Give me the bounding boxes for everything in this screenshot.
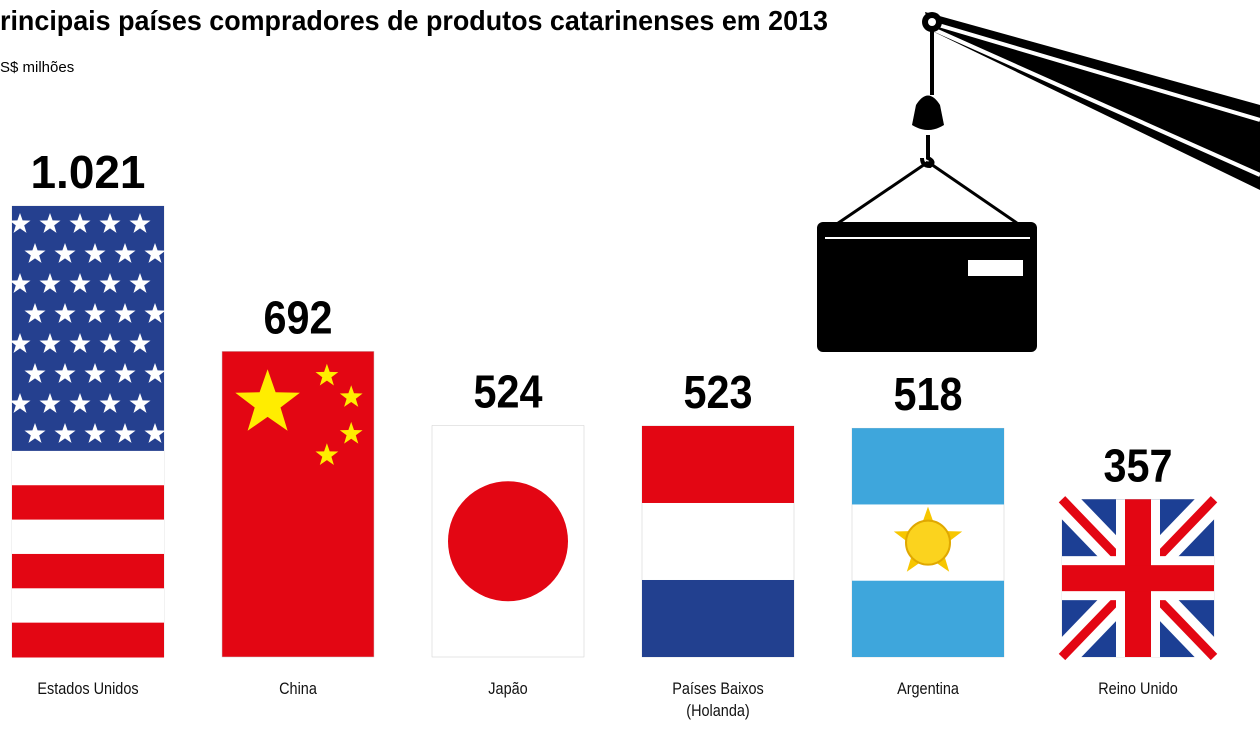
flag-detail <box>144 303 166 323</box>
flag-detail <box>12 206 164 451</box>
flag-detail <box>69 273 91 293</box>
flag-detail <box>54 243 76 263</box>
flag-detail <box>39 393 61 413</box>
flag-detail <box>24 303 46 323</box>
flag-detail <box>315 443 339 465</box>
value-label: 357 <box>1104 439 1173 491</box>
flag-detail <box>9 393 31 413</box>
flag-detail <box>39 213 61 233</box>
flag-detail <box>1062 565 1214 592</box>
flag-detail <box>114 363 136 383</box>
flag-detail <box>39 333 61 353</box>
flag-detail <box>448 481 568 602</box>
flag-detail <box>114 303 136 323</box>
flag-detail <box>129 273 151 293</box>
flag-detail <box>114 243 136 263</box>
flag-detail <box>129 333 151 353</box>
flag-detail <box>905 519 951 566</box>
flag-detail <box>144 243 166 263</box>
flag-detail <box>84 423 106 443</box>
flag-detail <box>24 363 46 383</box>
flag-detail <box>99 393 121 413</box>
flag-detail <box>114 423 136 443</box>
value-label: 518 <box>894 368 963 420</box>
flag-detail <box>852 428 1004 505</box>
flag-detail <box>84 243 106 263</box>
flag-detail <box>99 213 121 233</box>
chart-subtitle: S$ milhões <box>0 59 74 76</box>
flag-detail <box>12 450 164 486</box>
flag-detail <box>84 303 106 323</box>
flag-detail <box>129 393 151 413</box>
flag-detail <box>9 333 31 353</box>
x-tick-label: Reino Unido <box>1098 679 1178 698</box>
flag-detail <box>642 579 794 657</box>
flag-detail <box>69 333 91 353</box>
flag-detail <box>84 363 106 383</box>
flag-detail <box>99 333 121 353</box>
value-label: 692 <box>264 291 333 343</box>
flag-detail <box>315 363 339 386</box>
flag-detail <box>39 273 61 293</box>
flag-detail <box>54 363 76 383</box>
flag-detail <box>339 385 363 407</box>
flag-detail <box>69 393 91 413</box>
flag-detail <box>235 369 300 431</box>
flag-detail <box>144 363 166 383</box>
flag-detail <box>69 213 91 233</box>
crane-illustration <box>817 12 1260 352</box>
x-tick-label: Estados Unidos <box>37 679 139 698</box>
flag-detail <box>129 213 151 233</box>
value-label: 523 <box>684 366 753 418</box>
x-tick-label: Argentina <box>897 679 959 698</box>
flag-detail <box>12 622 164 658</box>
flag-detail <box>12 588 164 624</box>
x-tick-label: Países Baixos (Holanda) <box>672 679 764 720</box>
flag-detail <box>852 580 1004 657</box>
flag-detail <box>12 485 164 521</box>
flag-detail <box>12 519 164 555</box>
flag-detail <box>12 553 164 589</box>
flag-detail <box>642 425 794 503</box>
flag-detail <box>339 421 363 444</box>
flag-detail <box>9 273 31 293</box>
flag-detail <box>24 423 46 443</box>
x-tick-label: China <box>279 679 317 698</box>
flag-detail <box>99 273 121 293</box>
value-label: 524 <box>474 366 543 418</box>
flag-detail <box>54 423 76 443</box>
x-tick-label: Japão <box>488 679 528 698</box>
flag-detail <box>9 213 31 233</box>
chart-title: rincipais países compradores de produtos… <box>0 5 828 36</box>
flag-detail <box>24 243 46 263</box>
value-label: 1.021 <box>31 146 146 198</box>
flag-detail <box>54 303 76 323</box>
flag-detail <box>144 423 166 443</box>
